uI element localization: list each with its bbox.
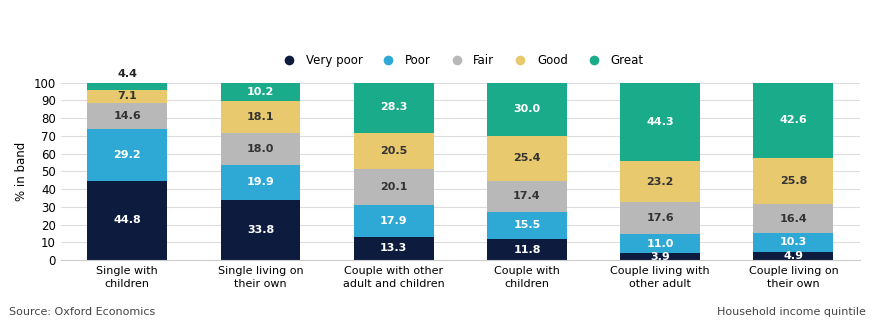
- Text: 16.4: 16.4: [780, 214, 808, 224]
- Bar: [220, 133, 300, 165]
- Bar: [620, 203, 700, 234]
- Text: 7.1: 7.1: [117, 92, 137, 101]
- Text: 11.8: 11.8: [514, 245, 541, 255]
- Text: 20.1: 20.1: [380, 182, 408, 192]
- Bar: [88, 103, 167, 129]
- Text: 19.9: 19.9: [247, 178, 275, 188]
- Text: 23.2: 23.2: [647, 177, 674, 187]
- Bar: [220, 83, 300, 100]
- Bar: [354, 132, 434, 169]
- Bar: [487, 136, 567, 181]
- Bar: [753, 252, 833, 260]
- Bar: [88, 82, 167, 90]
- Text: 14.6: 14.6: [114, 111, 141, 121]
- Bar: [354, 236, 434, 260]
- Text: 4.9: 4.9: [783, 251, 803, 261]
- Bar: [487, 181, 567, 212]
- Text: 30.0: 30.0: [514, 104, 541, 114]
- Y-axis label: % in band: % in band: [15, 142, 28, 201]
- Bar: [354, 169, 434, 205]
- Text: Household income quintile: Household income quintile: [718, 307, 866, 317]
- Bar: [220, 100, 300, 133]
- Text: 44.3: 44.3: [647, 117, 674, 127]
- Text: 4.4: 4.4: [117, 69, 137, 79]
- Bar: [753, 233, 833, 252]
- Bar: [487, 212, 567, 239]
- Text: 10.2: 10.2: [247, 87, 274, 97]
- Bar: [88, 90, 167, 103]
- Text: 29.2: 29.2: [114, 150, 141, 160]
- Text: 33.8: 33.8: [247, 225, 274, 235]
- Text: 13.3: 13.3: [380, 244, 408, 253]
- Bar: [220, 200, 300, 260]
- Bar: [753, 158, 833, 204]
- Bar: [620, 83, 700, 161]
- Bar: [487, 82, 567, 136]
- Bar: [620, 161, 700, 203]
- Text: 25.8: 25.8: [780, 176, 807, 186]
- Text: 11.0: 11.0: [647, 238, 674, 249]
- Legend: Very poor, Poor, Fair, Good, Great: Very poor, Poor, Fair, Good, Great: [272, 49, 648, 72]
- Bar: [354, 82, 434, 132]
- Bar: [88, 129, 167, 180]
- Text: 15.5: 15.5: [514, 220, 541, 230]
- Text: 3.9: 3.9: [650, 252, 670, 262]
- Bar: [354, 205, 434, 236]
- Text: 10.3: 10.3: [780, 237, 807, 247]
- Bar: [620, 253, 700, 260]
- Text: 18.0: 18.0: [247, 144, 274, 154]
- Text: Source: Oxford Economics: Source: Oxford Economics: [9, 307, 155, 317]
- Text: 18.1: 18.1: [247, 112, 274, 122]
- Bar: [753, 204, 833, 233]
- Text: 17.6: 17.6: [647, 213, 674, 223]
- Text: 28.3: 28.3: [380, 102, 408, 112]
- Text: 44.8: 44.8: [114, 215, 141, 225]
- Text: 17.9: 17.9: [380, 216, 408, 226]
- Bar: [620, 234, 700, 253]
- Bar: [753, 83, 833, 158]
- Text: 17.4: 17.4: [513, 191, 541, 201]
- Text: 20.5: 20.5: [380, 146, 408, 156]
- Bar: [220, 165, 300, 200]
- Bar: [487, 239, 567, 260]
- Text: 25.4: 25.4: [514, 153, 541, 163]
- Bar: [88, 180, 167, 260]
- Text: 42.6: 42.6: [780, 116, 808, 125]
